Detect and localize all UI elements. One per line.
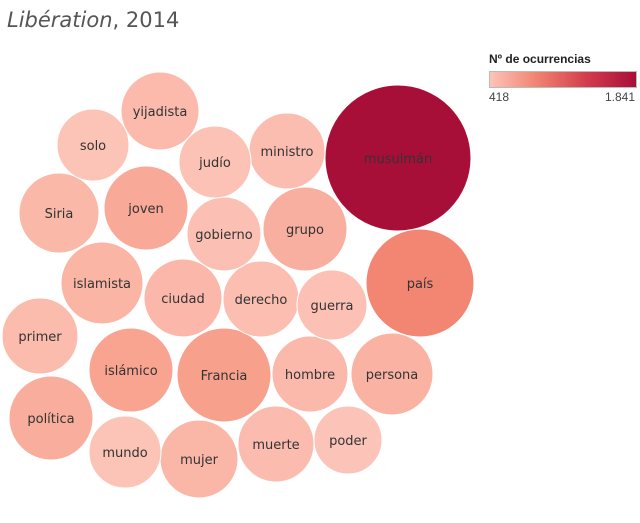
- chart-title-year: , 2014: [112, 8, 180, 32]
- bubble-13[interactable]: yijadista: [120, 71, 200, 151]
- bubble-circle[interactable]: [176, 327, 272, 423]
- bubble-23[interactable]: poder: [313, 405, 383, 475]
- legend-title: Nº de ocurrencias: [489, 52, 591, 66]
- chart-title-publication: Libération: [7, 8, 113, 32]
- bubble-circle[interactable]: [143, 258, 223, 338]
- bubble-circle[interactable]: [120, 71, 200, 151]
- bubble-9[interactable]: mujer: [159, 419, 239, 499]
- bubble-circle[interactable]: [178, 125, 252, 199]
- bubble-circle[interactable]: [271, 335, 349, 413]
- bubble-label: grupo: [286, 223, 324, 238]
- bubble-label: islamista: [73, 277, 131, 292]
- bubble-3[interactable]: islámico: [88, 327, 174, 413]
- bubble-circle[interactable]: [103, 165, 189, 251]
- bubble-circle[interactable]: [1, 297, 79, 375]
- bubble-circle[interactable]: [18, 172, 100, 254]
- bubble-14[interactable]: primer: [1, 297, 79, 375]
- bubble-18[interactable]: gobierno: [186, 196, 262, 272]
- color-legend: Nº de ocurrencias 418 1.841: [489, 52, 637, 106]
- bubble-label: Francia: [201, 369, 248, 384]
- bubble-0[interactable]: musulmán: [324, 84, 472, 232]
- bubble-label: gobierno: [195, 228, 252, 243]
- bubble-circle[interactable]: [60, 241, 144, 325]
- legend-min-label: 418: [489, 90, 510, 104]
- bubble-15[interactable]: muerte: [237, 405, 315, 483]
- bubble-label: mundo: [102, 446, 147, 461]
- bubble-16[interactable]: ministro: [248, 112, 326, 190]
- bubble-label: país: [407, 277, 434, 292]
- bubble-label: islámico: [104, 364, 157, 379]
- bubble-circle[interactable]: [313, 405, 383, 475]
- bubble-21[interactable]: solo: [56, 108, 130, 182]
- bubble-label: ciudad: [161, 292, 204, 307]
- bubble-label: Siria: [45, 207, 74, 222]
- bubble-label: guerra: [311, 299, 354, 314]
- bubble-circle[interactable]: [296, 269, 368, 341]
- bubble-circle[interactable]: [324, 84, 472, 232]
- bubble-17[interactable]: derecho: [222, 260, 300, 338]
- bubble-circle[interactable]: [350, 332, 434, 416]
- bubble-label: poder: [329, 434, 367, 449]
- legend-labels: 418 1.841: [489, 90, 637, 106]
- bubble-11[interactable]: ciudad: [143, 258, 223, 338]
- bubble-circle[interactable]: [56, 108, 130, 182]
- chart-title: Libération, 2014: [7, 8, 179, 32]
- bubble-20[interactable]: judío: [178, 125, 252, 199]
- bubble-label: persona: [366, 368, 419, 383]
- bubble-circle[interactable]: [88, 415, 162, 489]
- bubble-circle[interactable]: [262, 186, 348, 272]
- bubble-label: muerte: [252, 438, 299, 453]
- legend-gradient-bar: [489, 71, 637, 88]
- bubble-label: ministro: [260, 145, 313, 160]
- bubble-circle[interactable]: [88, 327, 174, 413]
- legend-max-label: 1.841: [604, 90, 635, 104]
- bubble-label: hombre: [285, 368, 335, 383]
- bubble-5[interactable]: política: [8, 375, 94, 461]
- bubble-7[interactable]: persona: [350, 332, 434, 416]
- bubble-label: musulmán: [364, 152, 432, 167]
- bubble-label: primer: [18, 330, 62, 345]
- bubble-label: política: [27, 412, 74, 427]
- bubble-22[interactable]: mundo: [88, 415, 162, 489]
- bubble-6[interactable]: grupo: [262, 186, 348, 272]
- bubble-label: yijadista: [133, 105, 188, 120]
- bubble-label: joven: [127, 202, 164, 217]
- bubble-12[interactable]: hombre: [271, 335, 349, 413]
- bubble-circle[interactable]: [365, 228, 475, 338]
- bubble-2[interactable]: Francia: [176, 327, 272, 423]
- bubble-label: mujer: [180, 453, 219, 468]
- bubble-circle[interactable]: [8, 375, 94, 461]
- bubble-label: judío: [198, 156, 231, 171]
- bubble-10[interactable]: Siria: [18, 172, 100, 254]
- bubble-label: derecho: [235, 293, 288, 308]
- bubble-19[interactable]: guerra: [296, 269, 368, 341]
- bubble-label: solo: [80, 139, 106, 154]
- bubble-1[interactable]: país: [365, 228, 475, 338]
- bubble-4[interactable]: joven: [103, 165, 189, 251]
- bubble-8[interactable]: islamista: [60, 241, 144, 325]
